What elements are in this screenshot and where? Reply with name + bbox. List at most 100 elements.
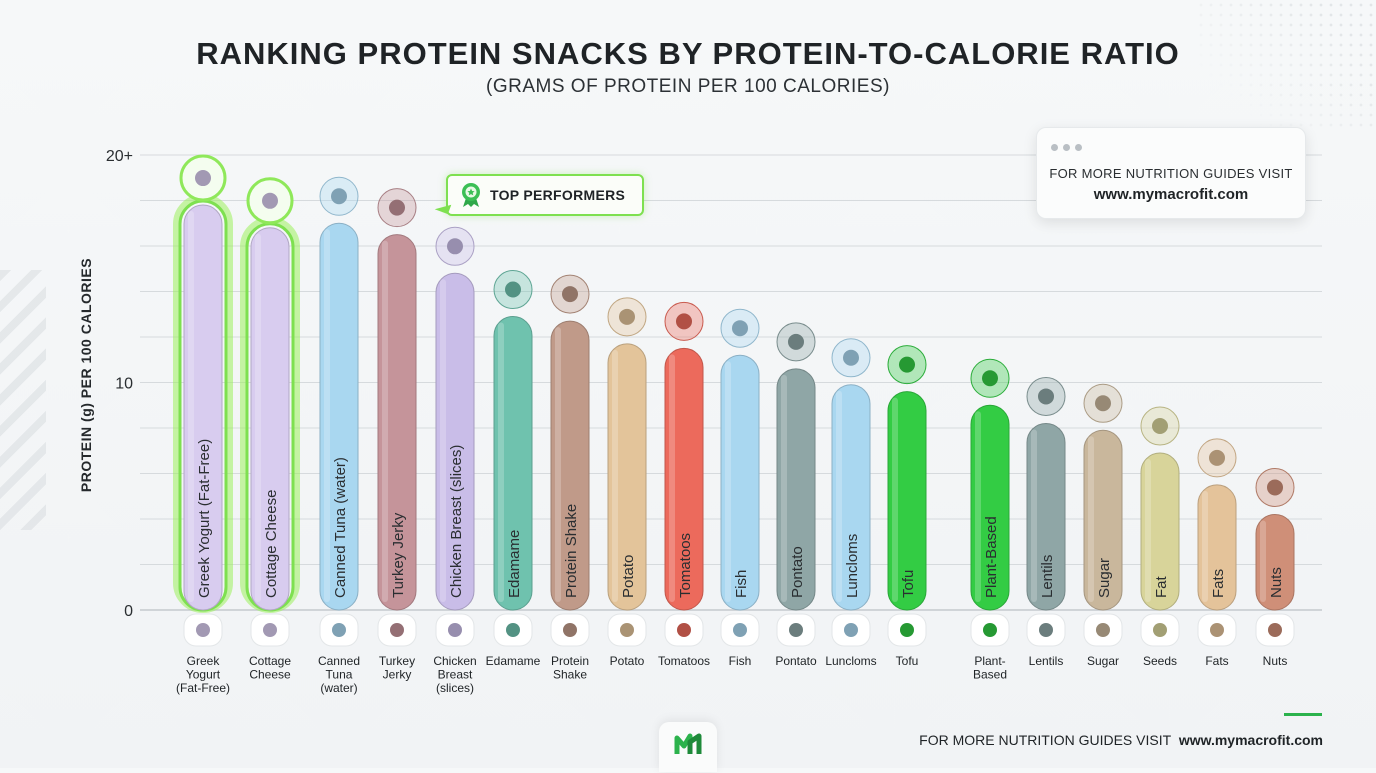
x-tick-label-line: Lentils: [1029, 654, 1064, 668]
top-icon-ring: [1255, 467, 1295, 507]
nut-icon: [1268, 623, 1282, 637]
y-tick-label: 0: [124, 603, 133, 620]
top-icon-ring: [1083, 383, 1123, 423]
x-tick-label-line: (Fat-Free): [176, 681, 230, 695]
x-tick-label-line: Yogurt: [186, 668, 221, 682]
top-icon-ring: [607, 297, 647, 337]
cottage-cheese-icon: [262, 192, 278, 209]
yogurt-icon: [196, 623, 210, 637]
x-tick-label-line: (water): [320, 681, 357, 695]
top-icon-ring: [887, 345, 927, 385]
top-icon-ring: [550, 274, 590, 314]
x-tick-label-line: (slices): [436, 681, 474, 695]
herb-icon: [844, 623, 858, 637]
chicken-icon: [447, 238, 463, 255]
lentils-icon: [1038, 388, 1054, 405]
bar-group: Fat Seeds: [1140, 406, 1180, 668]
bar-label: Fish: [733, 570, 750, 598]
jerky-icon: [389, 199, 405, 216]
bar-group: Nuts Nuts: [1255, 467, 1295, 668]
jerky-icon: [390, 623, 404, 637]
bar-label: Chicken Breast (slices): [448, 445, 465, 598]
x-tick-label: Sugar: [1087, 654, 1119, 668]
seeds-icon: [1153, 623, 1167, 637]
bar-group: Chicken Breast (slices) Chicken Breast (sli…: [433, 226, 477, 695]
x-tick-label-line: Cottage: [249, 654, 291, 668]
bar-label: Pontato: [789, 546, 806, 598]
info-card-url[interactable]: www.mymacrofit.com: [1093, 186, 1249, 203]
bar-sheen: [555, 327, 561, 602]
bar-group: Tofu Tofu: [887, 345, 927, 668]
pontato-icon: [789, 623, 803, 637]
y-tick-label: 10: [115, 376, 133, 393]
bar-sheen: [324, 229, 330, 602]
x-tick-label-line: Chicken: [433, 654, 476, 668]
pontato-icon: [788, 333, 804, 350]
bar-sheen: [1202, 490, 1208, 602]
top-icon-ring: [831, 338, 871, 378]
shake-icon: [563, 623, 577, 637]
seeds-icon: [1152, 418, 1168, 435]
x-tick-label-line: Protein: [551, 654, 589, 668]
x-tick-label-line: Nuts: [1263, 654, 1288, 668]
x-tick-label: Greek Yogurt (Fat-Free): [176, 654, 230, 695]
footer-url[interactable]: www.mymacrofit.com: [1178, 732, 1323, 748]
x-tick-label-line: Tuna: [326, 668, 353, 682]
top-performers-callout: TOP PERFORMERS: [434, 174, 644, 216]
x-tick-label: Fish: [729, 654, 752, 668]
x-tick-label: Pontato: [775, 654, 817, 668]
bar: [970, 404, 1010, 611]
bar-group: Tomatoos Tomatoos: [658, 301, 710, 668]
chart-subtitle: (GRAMS OF PROTEIN PER 100 CALORIES): [486, 76, 890, 97]
bar-sheen: [1260, 520, 1266, 602]
x-tick-label-line: Seeds: [1143, 654, 1177, 668]
x-tick-label: Edamame: [486, 654, 541, 668]
bar-sheen: [188, 211, 194, 603]
bar-label: Greek Yogurt (Fat-Free): [196, 439, 213, 598]
edamame-icon: [506, 623, 520, 637]
footer-text: FOR MORE NUTRITION GUIDES VISIT: [919, 732, 1171, 748]
bar: [319, 222, 359, 611]
bar-group: Fish Fish: [720, 308, 760, 668]
top-icon-ring: [1140, 406, 1180, 446]
shake-icon: [562, 286, 578, 303]
potato-icon: [620, 623, 634, 637]
top-icon-ring: [776, 322, 816, 362]
bar-label: Cottage Cheese: [263, 490, 280, 598]
x-tick-label-line: Plant-: [974, 654, 1005, 668]
bar-sheen: [725, 361, 731, 602]
bar: [1026, 422, 1066, 611]
plant-icon: [983, 623, 997, 637]
almond-icon: [1209, 449, 1225, 466]
bar: [1197, 484, 1237, 611]
info-card: FOR MORE NUTRITION GUIDES VISIT www.myma…: [1036, 127, 1306, 219]
bar-group: Potato Potato: [607, 297, 647, 668]
x-tick-label: Cottage Cheese: [249, 654, 291, 682]
x-tick-label: Luncloms: [825, 654, 876, 668]
x-tick-label-line: Turkey: [379, 654, 415, 668]
tuna-icon: [331, 188, 347, 205]
bar-label: Fat: [1153, 575, 1170, 598]
bar-sheen: [836, 390, 842, 602]
bar-sheen: [1088, 436, 1094, 602]
herb-icon: [843, 349, 859, 366]
bar-group: Lentils Lentils: [1026, 376, 1066, 668]
bar-sheen: [612, 349, 618, 602]
x-tick-label-line: Breast: [438, 668, 473, 682]
x-tick-label-line: Luncloms: [825, 654, 876, 668]
x-tick-label: Seeds: [1143, 654, 1177, 668]
x-tick-label-line: Canned: [318, 654, 360, 668]
bar-sheen: [382, 240, 388, 602]
potato-icon: [619, 308, 635, 325]
brand-logo[interactable]: [659, 722, 717, 772]
bar: [887, 391, 927, 611]
bar-sheen: [1031, 429, 1037, 602]
bar-label: Fats: [1210, 569, 1227, 598]
chicken-icon: [448, 623, 462, 637]
x-tick-label-line: Pontato: [775, 654, 817, 668]
bar-label: Lentils: [1039, 555, 1056, 598]
footer: FOR MORE NUTRITION GUIDES VISIT www.myma…: [919, 732, 1323, 748]
